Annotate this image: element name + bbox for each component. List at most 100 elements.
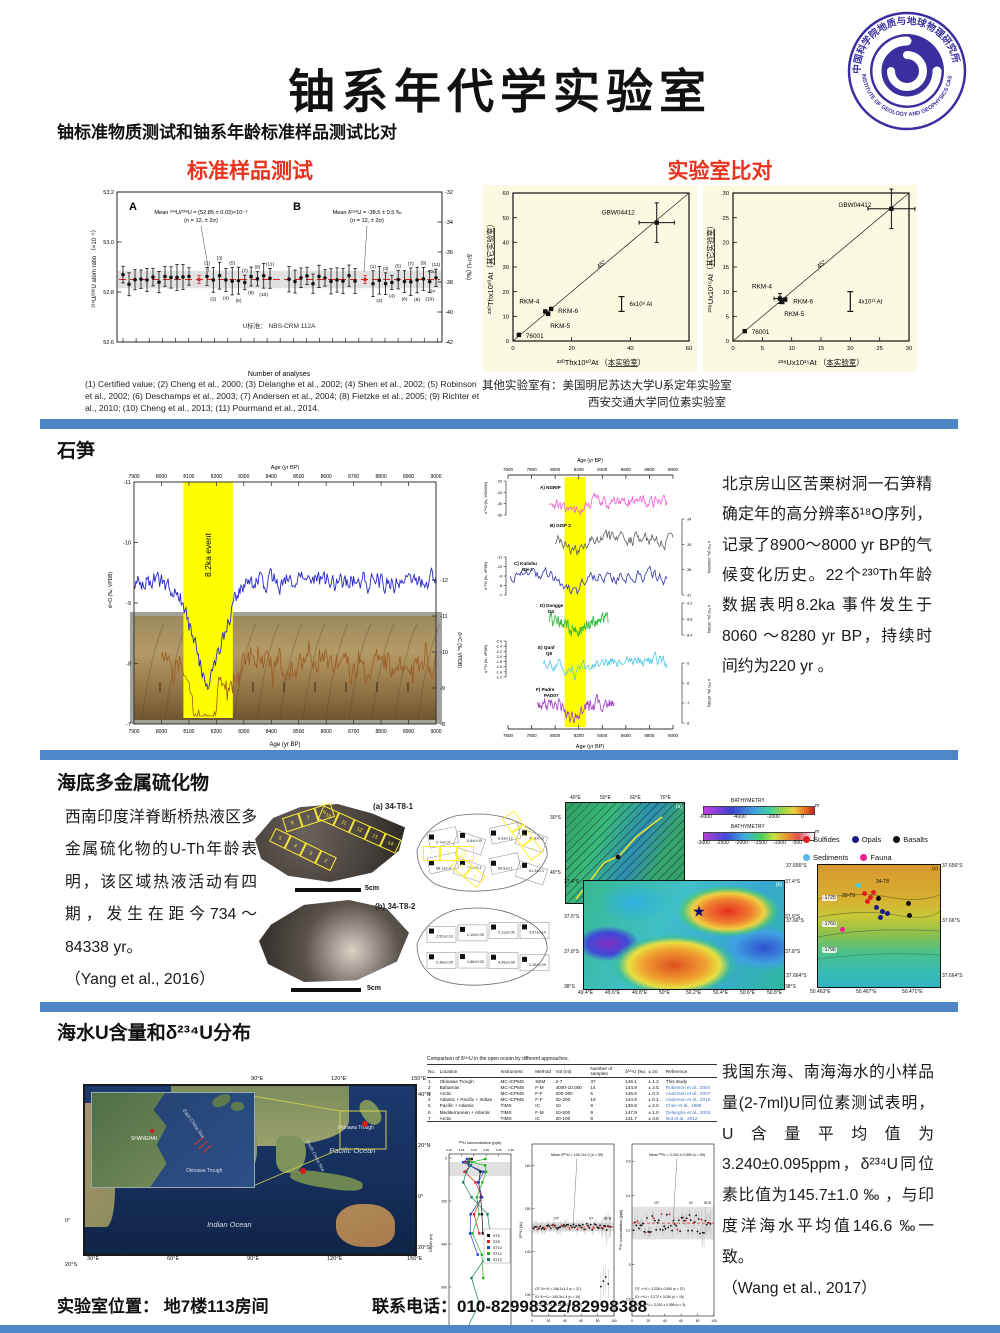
svg-text:400: 400 — [441, 1243, 447, 1247]
svg-text:-11: -11 — [123, 480, 131, 486]
svg-text:0: 0 — [506, 339, 509, 345]
svg-text:25: 25 — [723, 216, 729, 222]
svg-text:8200: 8200 — [574, 467, 585, 472]
svg-text:40: 40 — [503, 241, 509, 247]
svg-text:40: 40 — [563, 1319, 567, 1323]
svg-text:Age (yr BP): Age (yr BP) — [576, 744, 605, 750]
svg-text:OT: δ²³⁴U = 146.1±1.2 (n = 37): OT: δ²³⁴U = 146.1±1.2 (n = 37) — [535, 1287, 581, 1291]
svg-text:B) GISP 2: B) GISP 2 — [550, 523, 571, 528]
scs-site-dot — [299, 1168, 306, 1175]
svg-text:-36: -36 — [686, 568, 691, 572]
svg-text:0: 0 — [731, 346, 734, 352]
svg-text:-9: -9 — [499, 575, 502, 579]
stalagmite-panels-chart: 7600 7600 7800 7800 8000 8000 8200 8200 8400 8400… — [478, 455, 715, 762]
svg-text:20: 20 — [547, 1319, 551, 1323]
svg-text:0: 0 — [631, 1319, 633, 1323]
svg-text:3.2: 3.2 — [626, 1229, 631, 1233]
svg-text:-34: -34 — [686, 518, 691, 522]
svg-text:100: 100 — [611, 1319, 617, 1323]
svg-text:3.20: 3.20 — [471, 1148, 477, 1152]
svg-text:5: 5 — [761, 346, 764, 352]
svg-text:7900: 7900 — [128, 474, 139, 480]
svg-text:(10): (10) — [425, 297, 434, 303]
svg-text:8600: 8600 — [621, 467, 632, 472]
svg-text:U标准： NBS-CRM 112A: U标准： NBS-CRM 112A — [243, 321, 317, 330]
other-labs-text: 其他实验室有：美国明尼苏达大学U系定年实验室 西安交通大学同位素实验室 — [482, 378, 732, 413]
colorbar-2 — [703, 832, 815, 841]
svg-text:δ²³⁴U (‰): δ²³⁴U (‰) — [465, 254, 472, 280]
svg-text:7600: 7600 — [503, 467, 514, 472]
svg-text:52.8: 52.8 — [103, 290, 114, 296]
svg-text:3.15: 3.15 — [458, 1148, 464, 1152]
svg-text:2.38±0.05: 2.38±0.05 — [436, 960, 453, 964]
svg-text:GBW04412: GBW04412 — [838, 202, 871, 209]
svg-text:20: 20 — [568, 346, 574, 352]
svg-text:-40: -40 — [445, 310, 453, 316]
section4-heading: 海水U含量和δ²³⁴U分布 — [57, 1023, 252, 1044]
svg-text:B: B — [293, 201, 301, 213]
svg-text:F) Padre: F) Padre — [536, 687, 555, 692]
svg-text:(7): (7) — [408, 261, 414, 267]
svg-text:76001: 76001 — [752, 329, 770, 336]
svg-text:8900: 8900 — [403, 729, 414, 735]
rock-drawing-b: 2.52±0.10 2.15±0.05 2.11±0.06 3.67±0.14 2.38… — [413, 904, 553, 993]
divider-3 — [40, 1002, 958, 1012]
svg-text:8400: 8400 — [266, 474, 277, 480]
svg-text:2.15±0.05: 2.15±0.05 — [467, 933, 484, 937]
svg-text:SCS: SCS — [604, 1217, 612, 1221]
svg-text:Number of analyses: Number of analyses — [248, 371, 311, 378]
svg-text:-6: -6 — [686, 682, 689, 686]
svg-text:3: 3 — [629, 1263, 631, 1267]
divider-1 — [40, 419, 958, 429]
references-text: (1) Certified value; (2) Cheng et al., 2… — [85, 379, 480, 414]
svg-text:15: 15 — [818, 346, 824, 352]
svg-text:(3): (3) — [217, 255, 223, 261]
svg-text:Depth (m): Depth (m) — [428, 1233, 433, 1251]
svg-text:²³⁰Thx10¹⁰At（其它实验室）: ²³⁰Thx10¹⁰At（其它实验室） — [485, 220, 495, 314]
svg-text:3.25: 3.25 — [483, 1148, 489, 1152]
svg-text:0: 0 — [531, 1319, 533, 1323]
svg-text:SCS: δ²³⁴U = 145.6±0.5 (n = 3): SCS: δ²³⁴U = 145.6±0.5 (n = 3) — [535, 1303, 582, 1307]
svg-text:30: 30 — [906, 346, 912, 352]
svg-text:-38: -38 — [445, 280, 453, 286]
svg-text:0: 0 — [726, 339, 729, 345]
svg-text:OT: OT — [654, 1201, 660, 1205]
svg-text:80: 80 — [696, 1319, 700, 1323]
east-china-sea-inset: SHANGHAI East China Sea Okinawa Trough — [91, 1091, 255, 1188]
svg-text:δ²³⁴U (‰): δ²³⁴U (‰) — [519, 1221, 523, 1238]
australia-landmass — [335, 1203, 396, 1248]
svg-text:9000: 9000 — [430, 474, 441, 480]
svg-text:20: 20 — [647, 1319, 651, 1323]
section4-paragraph: 我国东海、南海海水的小样品量(2-7ml)U同位素测试表明，U含量平均值为3.2… — [722, 1058, 934, 1304]
svg-text:Q5: Q5 — [546, 651, 553, 656]
svg-text:IO: δ²³⁴U = 145.3±1.4 (n = 19): IO: δ²³⁴U = 145.3±1.4 (n = 19) — [535, 1295, 580, 1299]
svg-text:(8): (8) — [248, 290, 254, 296]
svg-text:-1.4: -1.4 — [496, 670, 502, 674]
svg-text:3.30: 3.30 — [496, 1148, 502, 1152]
svg-text:Mean ²³⁴U/²³⁸U = (52.85 ± 0.03: Mean ²³⁴U/²³⁸U = (52.85 ± 0.03)×10⁻⁶ — [154, 209, 247, 216]
svg-text:60: 60 — [503, 191, 509, 197]
svg-text:-7: -7 — [499, 594, 502, 598]
section4-text: 我国东海、南海海水的小样品量(2-7ml)U同位素测试表明，U含量平均值为3.2… — [722, 1064, 934, 1266]
svg-text:68.1±0.4: 68.1±0.4 — [436, 866, 451, 870]
svg-text:E) Qunf: E) Qunf — [538, 645, 555, 650]
sample-b-label: (b) 34-T8-2 — [375, 902, 416, 911]
svg-text:-7: -7 — [126, 722, 131, 728]
svg-text:²³⁸Ux10¹⁵At（其它实验室）: ²³⁸Ux10¹⁵At（其它实验室） — [705, 222, 715, 313]
svg-text:-42: -42 — [445, 340, 453, 346]
svg-text:-7: -7 — [686, 702, 689, 706]
svg-text:d¹⁸O (‰, VPDB): d¹⁸O (‰, VPDB) — [108, 571, 114, 608]
svg-text:(2): (2) — [210, 296, 216, 302]
svg-text:61.3±0.4: 61.3±0.4 — [529, 869, 544, 873]
svg-text:ST8: ST8 — [493, 1240, 500, 1244]
svg-text:(7): (7) — [242, 268, 248, 274]
svg-text:30: 30 — [723, 191, 729, 197]
svg-text:140: 140 — [525, 1250, 531, 1254]
svg-text:(11): (11) — [432, 262, 441, 268]
svg-text:3.67±0.14: 3.67±0.14 — [529, 930, 546, 934]
svg-text:8400: 8400 — [597, 733, 608, 738]
svg-text:d ¹⁸O (‰, VPDB): d ¹⁸O (‰, VPDB) — [707, 605, 711, 633]
svg-text:30: 30 — [503, 265, 509, 271]
svg-text:8400: 8400 — [266, 729, 277, 735]
seawater-table: Comparison of δ²³⁴U in the open ocean by… — [427, 1056, 717, 1123]
